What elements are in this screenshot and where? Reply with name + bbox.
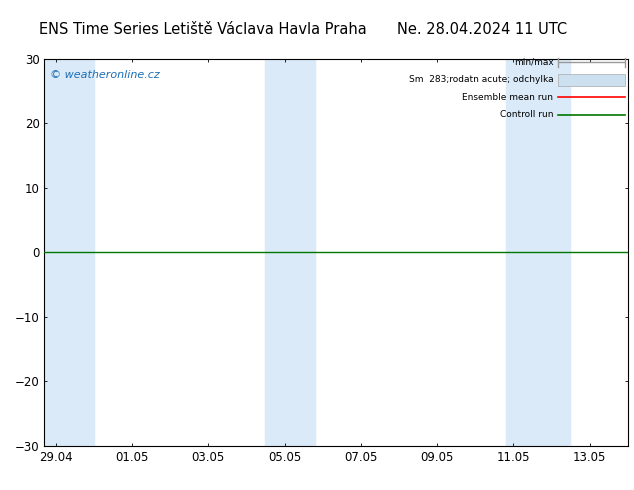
Text: Sm  283;rodatn acute; odchylka: Sm 283;rodatn acute; odchylka — [409, 75, 553, 84]
Bar — [506, 59, 571, 446]
Text: Ne. 28.04.2024 11 UTC: Ne. 28.04.2024 11 UTC — [397, 22, 567, 37]
Text: Ensemble mean run: Ensemble mean run — [462, 93, 553, 102]
Text: ENS Time Series Letiště Václava Havla Praha: ENS Time Series Letiště Václava Havla Pr… — [39, 22, 366, 37]
Bar — [559, 74, 625, 86]
Text: © weatheronline.cz: © weatheronline.cz — [50, 71, 160, 80]
Text: min/max: min/max — [514, 58, 553, 67]
Text: Controll run: Controll run — [500, 110, 553, 120]
Bar — [44, 59, 94, 446]
Bar — [266, 59, 315, 446]
